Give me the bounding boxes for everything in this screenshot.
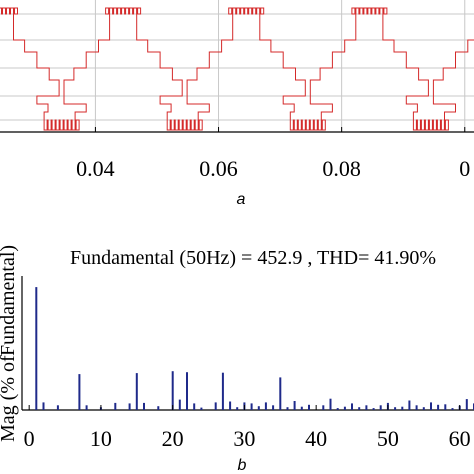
harmonic-bar bbox=[272, 405, 275, 410]
harmonic-bar bbox=[437, 404, 440, 410]
panel-b-bars bbox=[35, 287, 474, 410]
harmonic-bar bbox=[379, 405, 382, 410]
panel-a-x-ticks: 0.04 0.06 0.08 0 bbox=[76, 127, 470, 181]
harmonic-bar bbox=[451, 408, 454, 410]
harmonic-bar bbox=[186, 372, 188, 410]
harmonic-bar bbox=[229, 401, 232, 410]
harmonic-bar bbox=[444, 404, 447, 410]
harmonic-bar bbox=[372, 408, 375, 410]
panel-b-tick-label: 30 bbox=[233, 426, 255, 451]
panel-a: 0.04 0.06 0.08 0 a bbox=[0, 0, 474, 208]
harmonic-bar bbox=[178, 399, 181, 410]
harmonic-bar bbox=[365, 405, 368, 410]
harmonic-bar bbox=[143, 402, 145, 410]
harmonic-bar bbox=[171, 371, 174, 410]
harmonic-bar bbox=[78, 374, 81, 410]
panel-b-tick-label: 60 bbox=[449, 426, 471, 451]
harmonic-bar bbox=[157, 406, 160, 410]
harmonic-bar bbox=[293, 401, 296, 410]
harmonic-bar bbox=[465, 399, 468, 410]
harmonic-bar bbox=[236, 407, 239, 410]
panel-a-plot-area bbox=[0, 0, 474, 132]
harmonic-bar bbox=[415, 405, 418, 410]
panel-b-x-ticks: 0 10 20 30 40 50 60 bbox=[24, 405, 471, 451]
panel-b-ylabel-part2: Fundamental) bbox=[0, 245, 19, 356]
panel-a-tick-label: 0 bbox=[459, 156, 470, 181]
harmonic-bar bbox=[430, 402, 432, 410]
harmonic-bar bbox=[286, 407, 289, 410]
harmonic-bar bbox=[401, 406, 404, 410]
panel-a-tick-label: 0.06 bbox=[199, 156, 238, 181]
harmonic-bar bbox=[300, 406, 303, 410]
panel-b-caption: b bbox=[238, 457, 247, 474]
harmonic-bar bbox=[56, 405, 59, 410]
panel-a-waveform bbox=[0, 7, 474, 131]
panel-b-title: Fundamental (50Hz) = 452.9 , THD= 41.90% bbox=[70, 247, 436, 269]
harmonic-bar bbox=[35, 287, 38, 410]
harmonic-bar bbox=[308, 404, 310, 410]
panel-b-ylabel-part1: Mag (% of bbox=[0, 355, 19, 442]
harmonic-bar bbox=[279, 377, 282, 410]
harmonic-bar bbox=[408, 400, 411, 410]
harmonic-bar bbox=[351, 403, 353, 410]
harmonic-bar bbox=[264, 402, 267, 410]
harmonic-bar bbox=[200, 407, 203, 410]
harmonic-bar bbox=[214, 402, 217, 410]
harmonic-bar bbox=[85, 405, 88, 410]
panel-b-tick-label: 10 bbox=[90, 426, 112, 451]
panel-b-tick-label: 50 bbox=[377, 426, 399, 451]
panel-a-tick-label: 0.08 bbox=[322, 156, 361, 181]
harmonic-bar bbox=[394, 407, 397, 410]
harmonic-bar bbox=[343, 406, 346, 410]
harmonic-bar bbox=[221, 372, 224, 410]
harmonic-bar bbox=[114, 402, 117, 410]
harmonic-bar bbox=[193, 403, 196, 410]
harmonic-bar bbox=[336, 408, 339, 410]
panel-b-tick-label: 40 bbox=[305, 426, 327, 451]
panel-b: Fundamental (50Hz) = 452.9 , THD= 41.90%… bbox=[0, 245, 474, 474]
harmonic-bar bbox=[135, 373, 138, 410]
harmonic-bar bbox=[42, 402, 45, 410]
harmonic-bar bbox=[250, 403, 253, 410]
panel-a-caption: a bbox=[237, 191, 246, 208]
harmonic-bar bbox=[358, 407, 361, 410]
harmonic-bar bbox=[128, 403, 131, 410]
panel-b-tick-label: 0 bbox=[24, 426, 35, 451]
harmonic-bar bbox=[422, 407, 425, 410]
panel-a-tick-label: 0.04 bbox=[76, 156, 115, 181]
panel-b-tick-label: 20 bbox=[162, 426, 184, 451]
harmonic-bar bbox=[257, 406, 260, 410]
harmonic-bar bbox=[329, 398, 332, 410]
harmonic-bar bbox=[322, 405, 325, 410]
